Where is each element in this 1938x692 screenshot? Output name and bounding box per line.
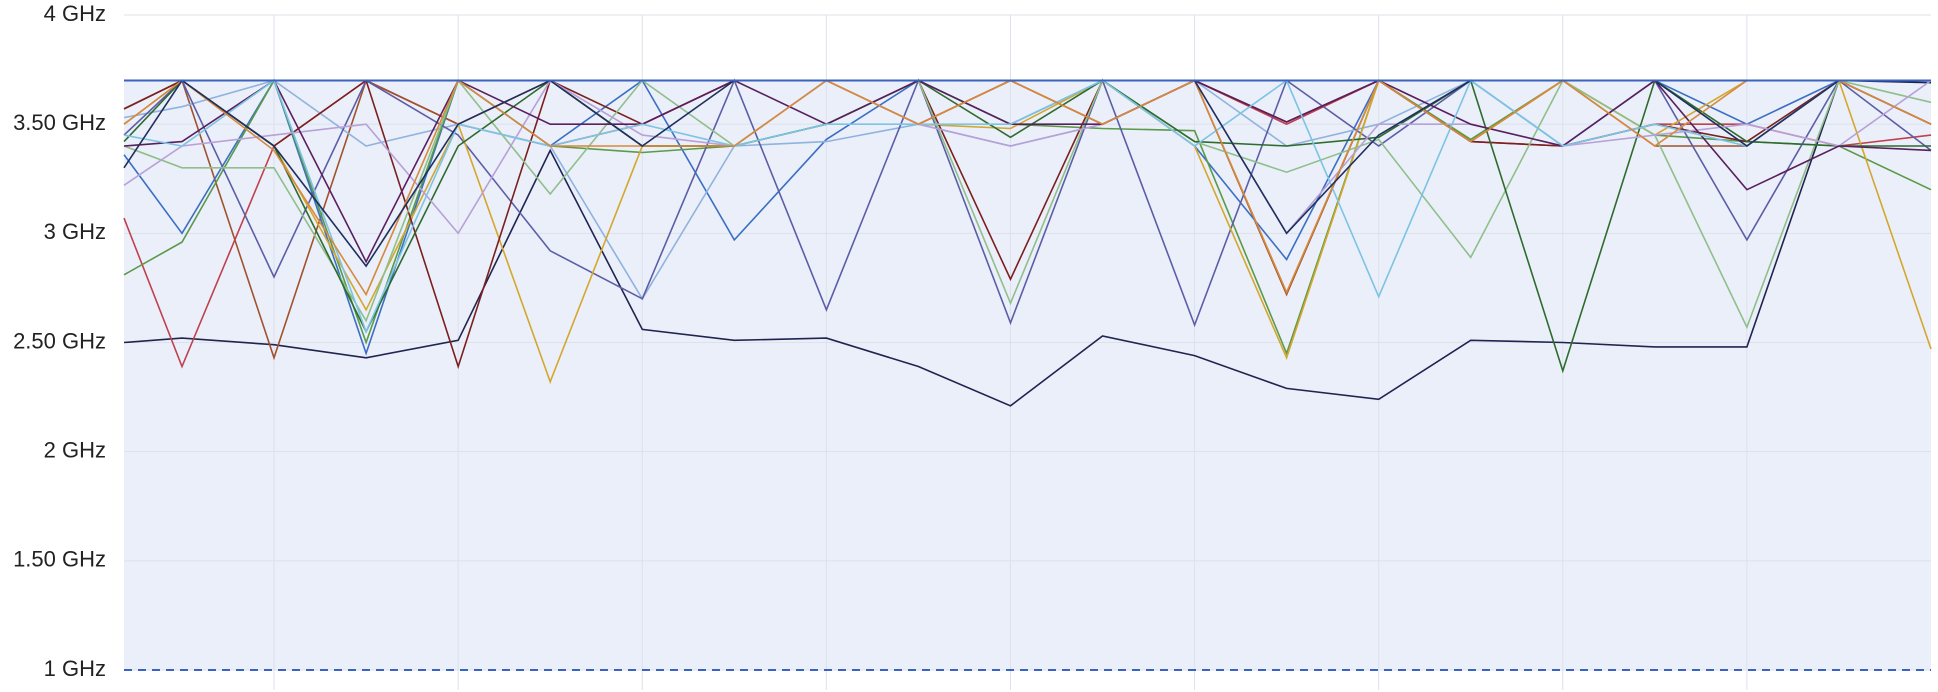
y-tick-label: 3.50 GHz xyxy=(13,110,106,135)
y-tick-label: 1 GHz xyxy=(44,656,106,681)
y-tick-label: 4 GHz xyxy=(44,1,106,26)
series-line xyxy=(123,79,1932,407)
series-line xyxy=(123,79,1932,235)
y-tick-label: 1.50 GHz xyxy=(13,547,106,572)
y-tick-label: 2 GHz xyxy=(44,437,106,462)
y-tick-label: 3 GHz xyxy=(44,219,106,244)
series-line xyxy=(123,79,1931,374)
y-tick-label: 2.50 GHz xyxy=(13,328,106,353)
series-line xyxy=(123,78,1932,330)
series-line xyxy=(123,79,1931,334)
